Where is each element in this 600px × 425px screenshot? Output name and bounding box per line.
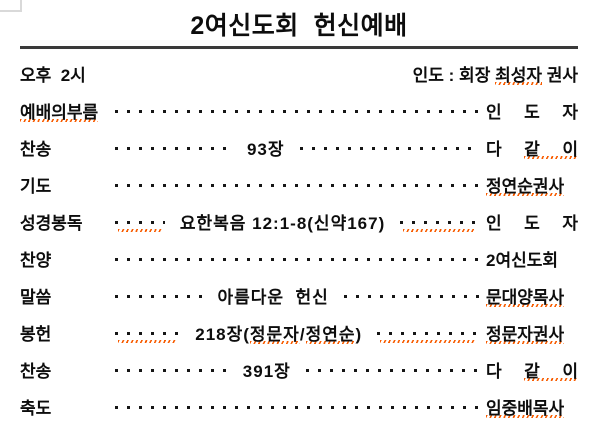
service-item-label: 봉헌 (20, 320, 108, 345)
dot-leader (111, 323, 184, 343)
service-item-label-text: 찬송 (20, 140, 52, 159)
dot-leader (111, 286, 206, 305)
service-item-detail-text: 아름다운 헌신 (217, 288, 329, 307)
service-item-label: 찬송 (20, 135, 108, 160)
service-item-detail-text: ) (355, 325, 363, 344)
title-divider-rule (20, 46, 578, 49)
dot-leader (111, 249, 483, 268)
service-item-detail: 아름다운 헌신 (209, 283, 336, 308)
service-item-label-text: 봉헌 (20, 325, 52, 344)
service-item-row: 봉헌 218장(정문자/정연순) 정문자권사 (20, 314, 578, 351)
service-item-person-text-misspelled: 같 이 (524, 362, 578, 381)
service-item-person-text: 다 (486, 140, 525, 159)
service-item-label: 말씀 (20, 283, 108, 308)
service-item-person: 인 도 자 (486, 209, 578, 234)
dot-leader (111, 138, 236, 157)
service-item-person-text: 다 (486, 362, 525, 381)
service-item-label-text: 찬송 (20, 362, 52, 381)
service-item-person: 다 같 이 (486, 357, 578, 382)
service-item-detail-text: 93장 (246, 140, 285, 159)
service-item-detail: 93장 (239, 135, 293, 160)
service-item-row: 성경봉독 요한복음 12:1-8(신약167) 인 도 자 (20, 203, 578, 240)
service-leader: 인도 : 회장 최성자 권사 (413, 61, 578, 86)
service-item-person: 인 도 자 (486, 98, 578, 123)
service-item-label: 축도 (20, 394, 108, 419)
service-item-row: 축도 임중배목사 (20, 388, 578, 425)
service-item-label-text: 말씀 (20, 288, 52, 307)
service-item-detail-text-misspelled: 정문자 (249, 325, 300, 344)
service-item-detail: 요한복음 12:1-8(신약167) (172, 209, 393, 234)
dot-leader (396, 212, 483, 232)
service-item-detail-text: 요한복음 12:1-8(신약167) (179, 214, 386, 233)
service-item-person: 문대양목사 (486, 283, 578, 308)
service-item-person-text-misspelled: 정문자권사 (486, 325, 565, 344)
service-item-person-text-misspelled: 같 이 (524, 140, 578, 159)
service-item-person: 2여신도회 (486, 246, 578, 271)
service-item-person-text: 인 도 자 (486, 103, 578, 122)
service-item-label-text: 축도 (20, 399, 52, 418)
service-item-person-text-misspelled: 정연순권사 (486, 177, 565, 196)
service-item-row: 찬송 93장 다 같 이 (20, 129, 578, 166)
service-item-person: 정문자권사 (486, 320, 578, 345)
dot-leader (111, 397, 483, 416)
service-item-row: 기도 정연순권사 (20, 166, 578, 203)
service-item-detail-text: 218장( (195, 325, 250, 344)
page-title: 2여신도회 헌신예배 (190, 12, 408, 40)
service-item-row: 찬양 2여신도회 (20, 240, 578, 277)
service-item-label: 기도 (20, 172, 108, 197)
dot-leader (111, 101, 483, 120)
service-item-detail-text: 391장 (242, 362, 291, 381)
service-time: 오후 2시 (20, 66, 86, 85)
service-item-label-text: 기도 (20, 177, 52, 196)
dot-leader (302, 360, 483, 379)
service-item-detail: 391장 (235, 357, 299, 382)
service-item-row: 말씀 아름다운 헌신 문대양목사 (20, 277, 578, 314)
service-item-row: 찬송 391장 다 같 이 (20, 351, 578, 388)
service-item-label: 찬양 (20, 246, 108, 271)
service-item-label-text: 찬양 (20, 251, 52, 270)
service-order-list: 오후 2시 인도 : 회장 최성자 권사 예배의부름 인 도 자 찬송 93장 다 같 … (20, 55, 578, 425)
service-item-label: 성경봉독 (20, 209, 108, 234)
service-item-person-text-misspelled: 문대양목사 (486, 288, 565, 307)
service-item-person: 다 같 이 (486, 135, 578, 160)
service-leader-text: 인도 : 회장 (412, 66, 496, 85)
service-item-person-text-misspelled: 임중배목사 (486, 399, 565, 418)
service-item-detail: 218장(정문자/정연순) (187, 320, 370, 345)
service-item-person: 임중배목사 (486, 394, 578, 419)
service-item-label-text: 성경봉독 (20, 214, 83, 233)
dot-leader (111, 360, 232, 379)
dot-leader (296, 138, 483, 157)
service-time-row: 오후 2시 인도 : 회장 최성자 권사 (20, 55, 578, 92)
service-item-label: 예배의부름 (20, 98, 108, 123)
service-item-detail-text: / (299, 325, 306, 344)
dot-leader (373, 323, 483, 343)
dot-leader (111, 175, 483, 194)
service-item-detail-text-misspelled: 정연순 (305, 325, 356, 344)
service-leader-text: 권사 (541, 66, 578, 85)
service-item-person: 정연순권사 (486, 172, 578, 197)
dot-leader (340, 286, 483, 305)
service-item-row: 예배의부름 인 도 자 (20, 92, 578, 129)
service-item-label: 찬송 (20, 357, 108, 382)
table-corner-border-artifact (0, 0, 22, 12)
service-item-label-text-misspelled: 예배의부름 (20, 103, 99, 122)
service-item-person-text: 2여신도회 (486, 251, 559, 270)
dot-leader (111, 212, 169, 232)
service-item-person-text: 인 도 자 (486, 214, 578, 233)
service-leader-text-misspelled: 최성자 (495, 66, 542, 85)
